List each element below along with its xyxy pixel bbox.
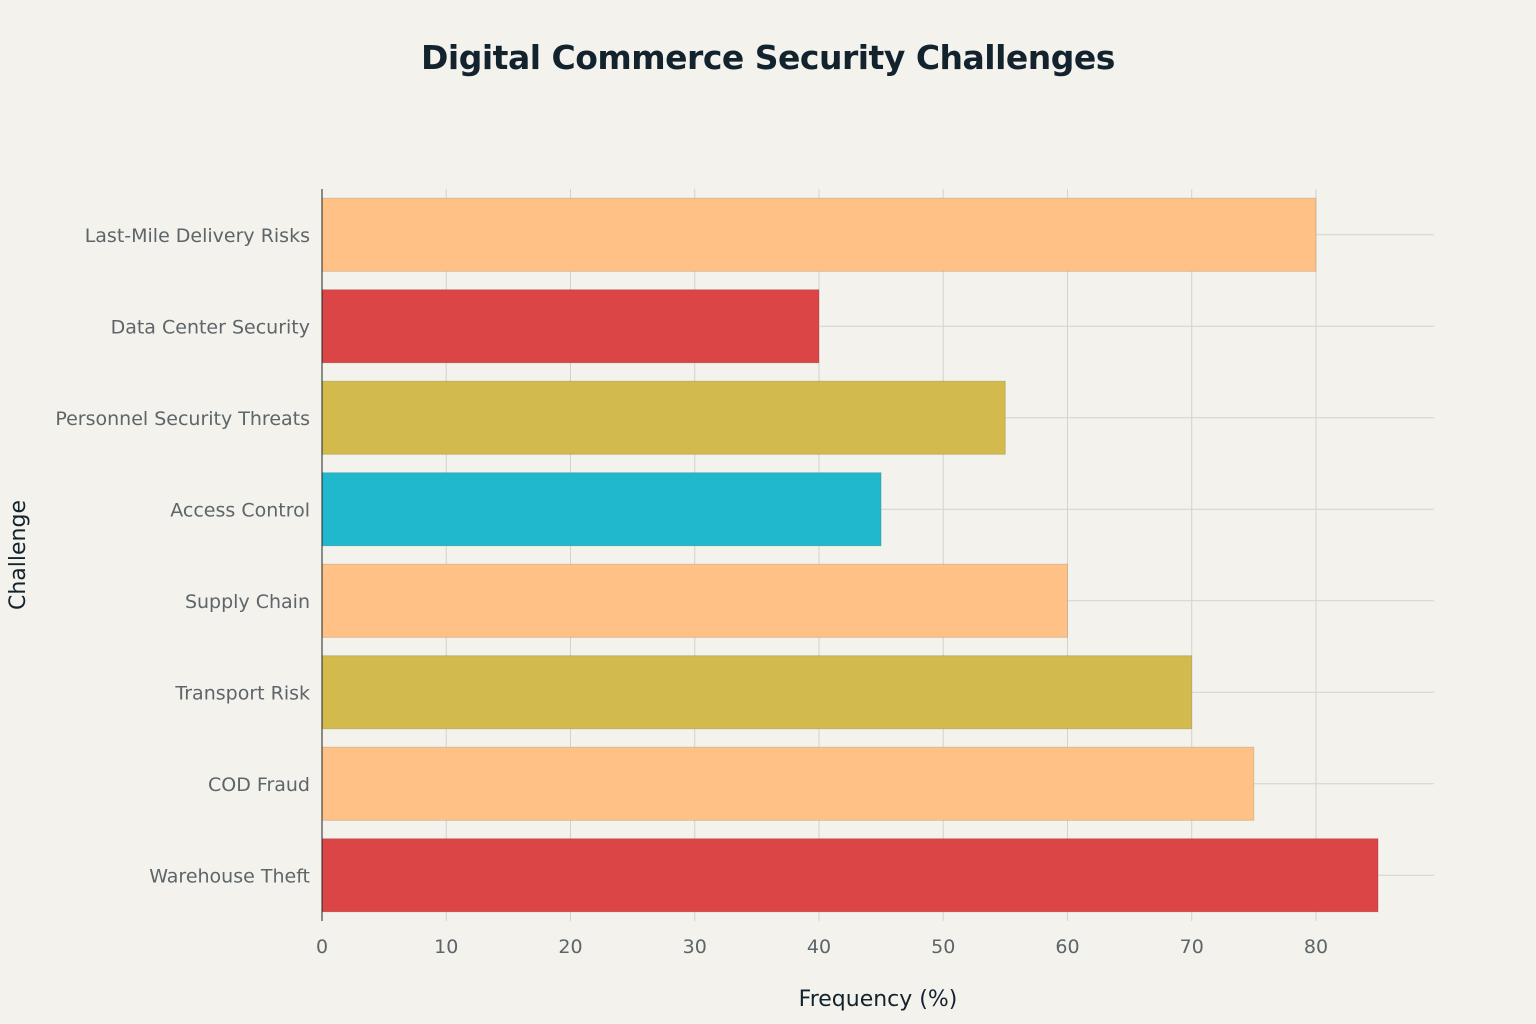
y-tick-label: Access Control <box>170 499 310 521</box>
x-tick-label: 40 <box>807 936 831 958</box>
x-tick-label: 50 <box>931 936 955 958</box>
y-tick-label: Personnel Security Threats <box>55 408 310 430</box>
bar-supply-chain <box>322 564 1067 637</box>
bar-access-control <box>322 473 881 546</box>
bar-last-mile-delivery-risks <box>322 198 1316 271</box>
y-tick-label: Transport Risk <box>174 682 310 704</box>
x-tick-label: 10 <box>434 936 458 958</box>
bar-data-center-security <box>322 290 819 363</box>
y-tick-label: Warehouse Theft <box>149 865 310 887</box>
y-tick-label: Data Center Security <box>111 316 310 338</box>
bar-personnel-security-threats <box>322 381 1005 454</box>
y-tick-label: COD Fraud <box>208 774 310 796</box>
y-tick-label: Last-Mile Delivery Risks <box>85 225 310 247</box>
y-tick-label: Supply Chain <box>185 591 310 613</box>
bar-transport-risk <box>322 656 1192 729</box>
y-axis-title: Challenge <box>6 500 31 610</box>
x-tick-label: 60 <box>1055 936 1079 958</box>
x-tick-label: 20 <box>558 936 582 958</box>
bar-cod-fraud <box>322 747 1254 820</box>
x-axis-title: Frequency (%) <box>799 987 958 1012</box>
bar-layer <box>322 198 1378 912</box>
x-tick-label: 0 <box>316 936 328 958</box>
x-tick-label: 70 <box>1180 936 1204 958</box>
bar-warehouse-theft <box>322 839 1378 912</box>
x-tick-label: 80 <box>1304 936 1328 958</box>
x-tick-label: 30 <box>683 936 707 958</box>
